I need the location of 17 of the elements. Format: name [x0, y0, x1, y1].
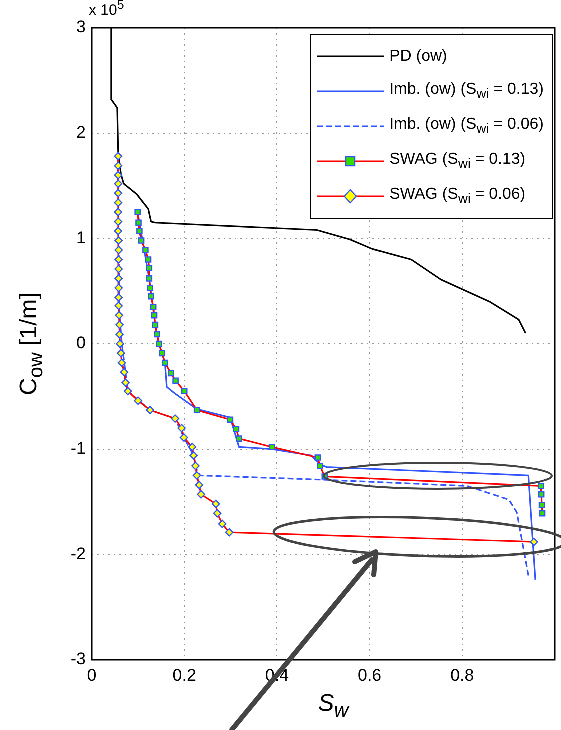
y-tick-label: 3 [76, 18, 86, 37]
x-tick-label: 0.6 [358, 666, 382, 685]
y-tick-label: 0 [76, 334, 86, 353]
y-tick-label: 1 [76, 228, 86, 248]
y-tick-label: -1 [70, 439, 86, 458]
legend-label: Imb. (ow) (S$_{wi}$ = 0.13) [390, 81, 544, 102]
legend-label: Imb. (ow) (S$_{wi}$ = 0.06) [390, 116, 544, 137]
legend-label: SWAG (S$_{wi}$ = 0.13) [390, 151, 526, 172]
y-tick-label: -3 [70, 650, 86, 669]
legend-label: PD (ow) [390, 48, 448, 66]
y-tick-label: 2 [76, 123, 86, 142]
legend-label: SWAG (S$_{wi}$ = 0.06) [390, 186, 526, 207]
y-tick-label: -2 [70, 544, 86, 564]
x-axis-title: S$_{w}$ [318, 690, 349, 723]
x-tick-label: 0.8 [450, 666, 474, 685]
x-tick-label: 0.2 [172, 666, 196, 685]
text: x 10$^{5}$ [89, 0, 124, 19]
